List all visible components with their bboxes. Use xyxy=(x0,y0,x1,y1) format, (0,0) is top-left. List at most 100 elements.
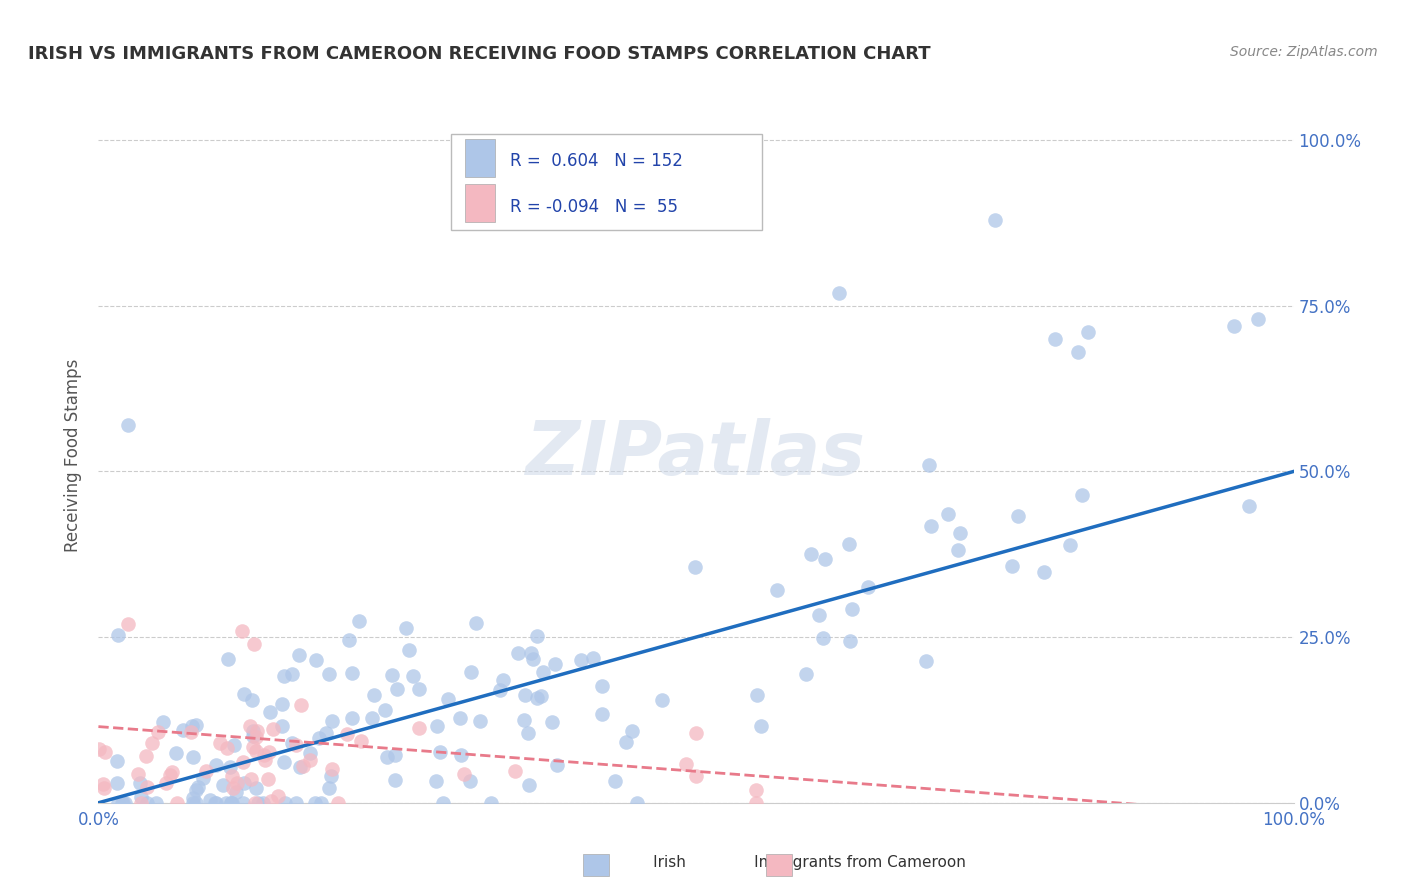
Point xyxy=(181,796,204,810)
Point xyxy=(221,780,243,795)
FancyBboxPatch shape xyxy=(465,138,495,177)
Point xyxy=(165,747,187,761)
Point xyxy=(936,507,959,521)
Point xyxy=(1043,332,1066,346)
Point xyxy=(811,631,834,645)
Point xyxy=(432,796,454,810)
Point xyxy=(91,777,114,791)
Point xyxy=(267,789,290,804)
Point xyxy=(290,698,312,712)
Text: Irish              Immigrants from Cameroon: Irish Immigrants from Cameroon xyxy=(619,855,966,870)
Point xyxy=(288,760,311,774)
Text: R =  0.604   N = 152: R = 0.604 N = 152 xyxy=(509,153,682,170)
Point xyxy=(520,647,543,661)
Point xyxy=(745,782,768,797)
Point xyxy=(321,762,343,776)
Point xyxy=(117,418,139,433)
Point xyxy=(838,633,860,648)
Point xyxy=(233,687,256,701)
Point xyxy=(318,781,340,796)
Point xyxy=(205,796,228,810)
Point xyxy=(450,747,472,762)
Point xyxy=(211,778,233,792)
Point xyxy=(544,657,567,671)
Point xyxy=(298,753,321,767)
Text: IRISH VS IMMIGRANTS FROM CAMEROON RECEIVING FOOD STAMPS CORRELATION CHART: IRISH VS IMMIGRANTS FROM CAMEROON RECEIV… xyxy=(28,45,931,62)
Point xyxy=(215,796,238,810)
Point xyxy=(1237,499,1260,513)
Point xyxy=(426,719,449,733)
Point xyxy=(180,725,202,739)
FancyBboxPatch shape xyxy=(465,184,495,222)
Point xyxy=(1247,312,1270,326)
Point xyxy=(281,736,304,750)
Point xyxy=(581,651,603,665)
Point xyxy=(398,643,420,657)
Point xyxy=(381,667,404,681)
Point xyxy=(918,458,941,472)
Point xyxy=(242,724,264,739)
Point xyxy=(449,711,471,725)
Point xyxy=(946,542,969,557)
Point xyxy=(516,726,538,740)
Point xyxy=(321,714,343,729)
Point xyxy=(215,740,238,755)
Point xyxy=(105,755,128,769)
Point xyxy=(204,758,226,772)
Point xyxy=(1071,488,1094,502)
Point xyxy=(208,736,231,750)
Point xyxy=(685,769,707,783)
Point xyxy=(402,669,425,683)
Point xyxy=(221,769,243,783)
Point xyxy=(253,753,276,767)
Point xyxy=(614,735,637,749)
Point xyxy=(651,692,673,706)
Point xyxy=(242,739,264,754)
Point xyxy=(675,757,697,772)
Point xyxy=(408,721,430,735)
Point xyxy=(363,688,385,702)
Point xyxy=(107,796,129,810)
Point xyxy=(155,776,177,790)
Point xyxy=(747,688,769,702)
Point xyxy=(384,773,406,788)
Point xyxy=(340,666,363,681)
Point xyxy=(239,719,262,733)
Point xyxy=(198,793,221,807)
Point xyxy=(243,637,266,651)
Point xyxy=(114,796,136,810)
Point xyxy=(479,796,502,810)
Point xyxy=(259,745,281,759)
Point xyxy=(546,757,568,772)
Point xyxy=(838,537,860,551)
Point xyxy=(949,525,972,540)
Point xyxy=(129,789,152,804)
Point xyxy=(87,742,110,756)
Point xyxy=(591,707,613,722)
Point xyxy=(315,726,337,740)
Point xyxy=(232,796,254,810)
Point xyxy=(246,796,269,810)
Point xyxy=(111,796,134,810)
Point xyxy=(245,730,267,744)
Point xyxy=(225,776,247,790)
Point xyxy=(531,665,554,679)
Point xyxy=(166,796,188,810)
Point xyxy=(259,706,281,720)
Point xyxy=(219,796,242,810)
Point xyxy=(492,673,515,687)
Point xyxy=(181,791,204,805)
Point xyxy=(304,796,326,810)
Point xyxy=(814,552,837,566)
Point xyxy=(271,697,294,711)
Point xyxy=(246,723,269,738)
Point xyxy=(408,682,430,697)
Point xyxy=(204,796,226,810)
Point xyxy=(259,794,281,808)
Point xyxy=(319,769,342,783)
Point xyxy=(526,690,548,705)
Point xyxy=(340,710,363,724)
Point xyxy=(526,629,548,643)
Point xyxy=(252,796,274,810)
Point xyxy=(287,648,309,662)
